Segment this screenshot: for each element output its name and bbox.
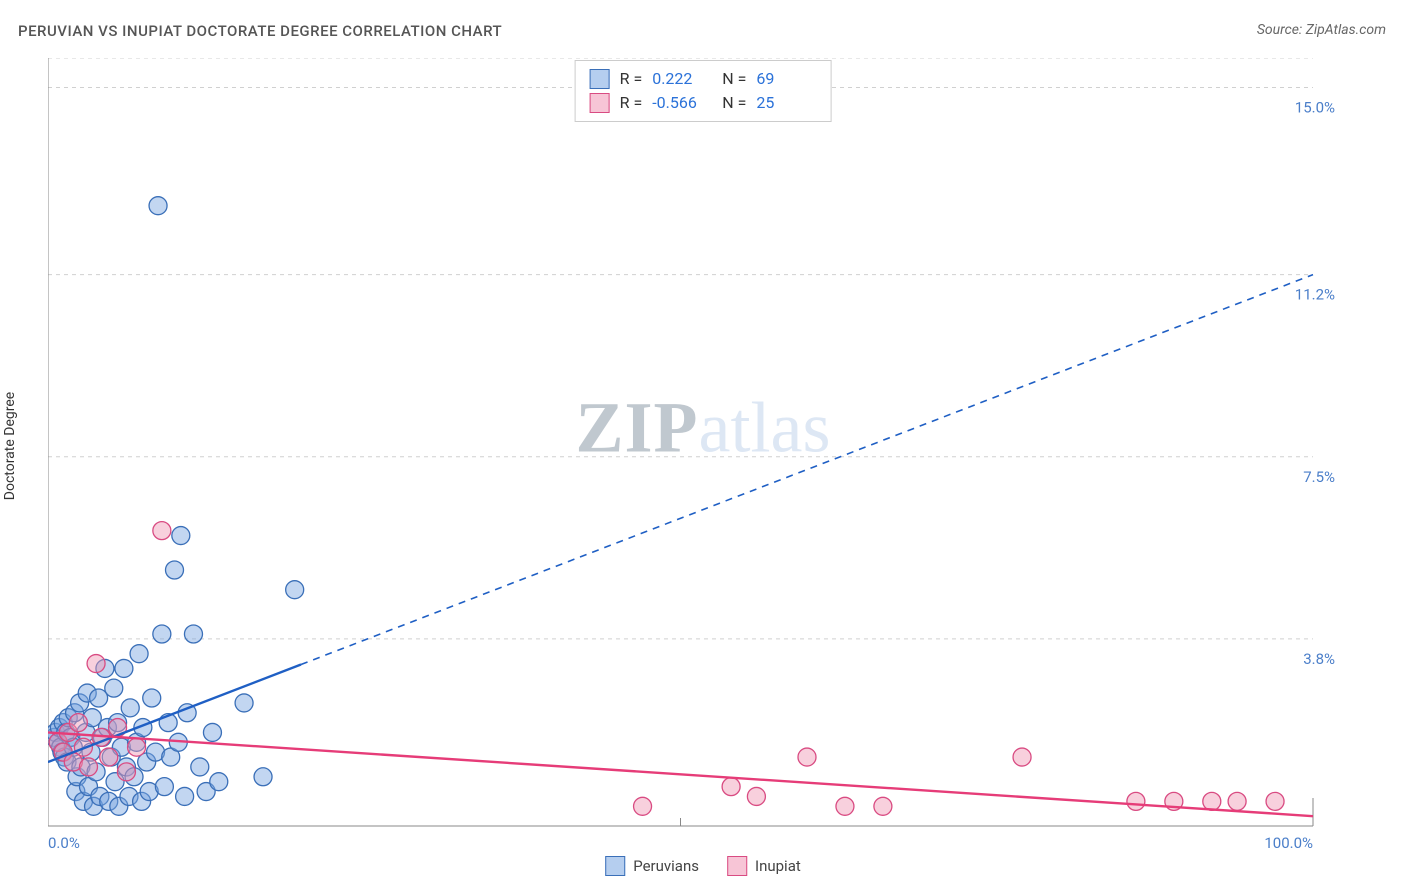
scatter-point: [634, 797, 652, 815]
trend-line: [48, 732, 1313, 816]
scatter-point: [747, 787, 765, 805]
scatter-point: [115, 659, 133, 677]
scatter-point: [100, 748, 118, 766]
n-value: 69: [756, 67, 816, 91]
r-label: R =: [620, 67, 643, 91]
n-value: 25: [756, 91, 816, 115]
x-tick-label: 100.0%: [1253, 834, 1313, 852]
scatter-point: [87, 655, 105, 673]
svg-text:3.8%: 3.8%: [1303, 650, 1335, 668]
n-label: N =: [722, 91, 746, 115]
scatter-point: [128, 738, 146, 756]
scatter-point: [166, 561, 184, 579]
scatter-point: [722, 778, 740, 796]
scatter-point: [155, 778, 173, 796]
scatter-point: [1266, 792, 1284, 810]
legend-label: Inupiat: [755, 857, 801, 875]
scatter-point: [130, 645, 148, 663]
n-label: N =: [722, 67, 746, 91]
scatter-point: [172, 527, 190, 545]
legend-swatch: [605, 856, 625, 876]
y-axis-label: Doctorate Degree: [2, 392, 18, 500]
source-attribution: Source: ZipAtlas.com: [1257, 22, 1386, 38]
legend-row: R = -0.566 N = 25: [590, 91, 817, 115]
correlation-legend: R = 0.222 N = 69 R = -0.566 N = 25: [575, 60, 832, 122]
legend-swatch: [590, 93, 610, 113]
svg-text:15.0%: 15.0%: [1295, 99, 1335, 117]
r-value: 0.222: [652, 67, 712, 91]
scatter-point: [1013, 748, 1031, 766]
legend-item: Peruvians: [605, 856, 699, 876]
scatter-plot: 15.0% 11.2% 7.5% 3.8%: [48, 58, 1338, 838]
scatter-point: [176, 787, 194, 805]
scatter-point: [153, 625, 171, 643]
chart-title: PERUVIAN VS INUPIAT DOCTORATE DEGREE COR…: [18, 22, 502, 40]
series-legend: Peruvians Inupiat: [605, 856, 801, 876]
legend-swatch: [590, 69, 610, 89]
scatter-point: [203, 723, 221, 741]
r-label: R =: [620, 91, 643, 115]
scatter-point: [105, 679, 123, 697]
svg-text:11.2%: 11.2%: [1295, 286, 1335, 304]
legend-label: Peruvians: [633, 857, 699, 875]
scatter-point: [254, 768, 272, 786]
r-value: -0.566: [652, 91, 712, 115]
scatter-point: [79, 758, 97, 776]
scatter-point: [286, 581, 304, 599]
legend-row: R = 0.222 N = 69: [590, 67, 817, 91]
scatter-point: [184, 625, 202, 643]
scatter-point: [798, 748, 816, 766]
scatter-point: [121, 699, 139, 717]
scatter-point: [210, 773, 228, 791]
scatter-point: [153, 522, 171, 540]
scatter-point: [191, 758, 209, 776]
scatter-point: [836, 797, 854, 815]
trend-line-dashed: [301, 275, 1313, 665]
scatter-point: [117, 763, 135, 781]
plot-svg: 15.0% 11.2% 7.5% 3.8%: [48, 58, 1338, 838]
scatter-point: [69, 714, 87, 732]
scatter-point: [1127, 792, 1145, 810]
legend-item: Inupiat: [727, 856, 801, 876]
scatter-point: [1203, 792, 1221, 810]
scatter-point: [149, 197, 167, 215]
x-tick-label: 0.0%: [48, 834, 80, 852]
legend-swatch: [727, 856, 747, 876]
scatter-point: [1228, 792, 1246, 810]
scatter-point: [143, 689, 161, 707]
scatter-point: [874, 797, 892, 815]
svg-text:7.5%: 7.5%: [1303, 468, 1335, 486]
scatter-point: [235, 694, 253, 712]
